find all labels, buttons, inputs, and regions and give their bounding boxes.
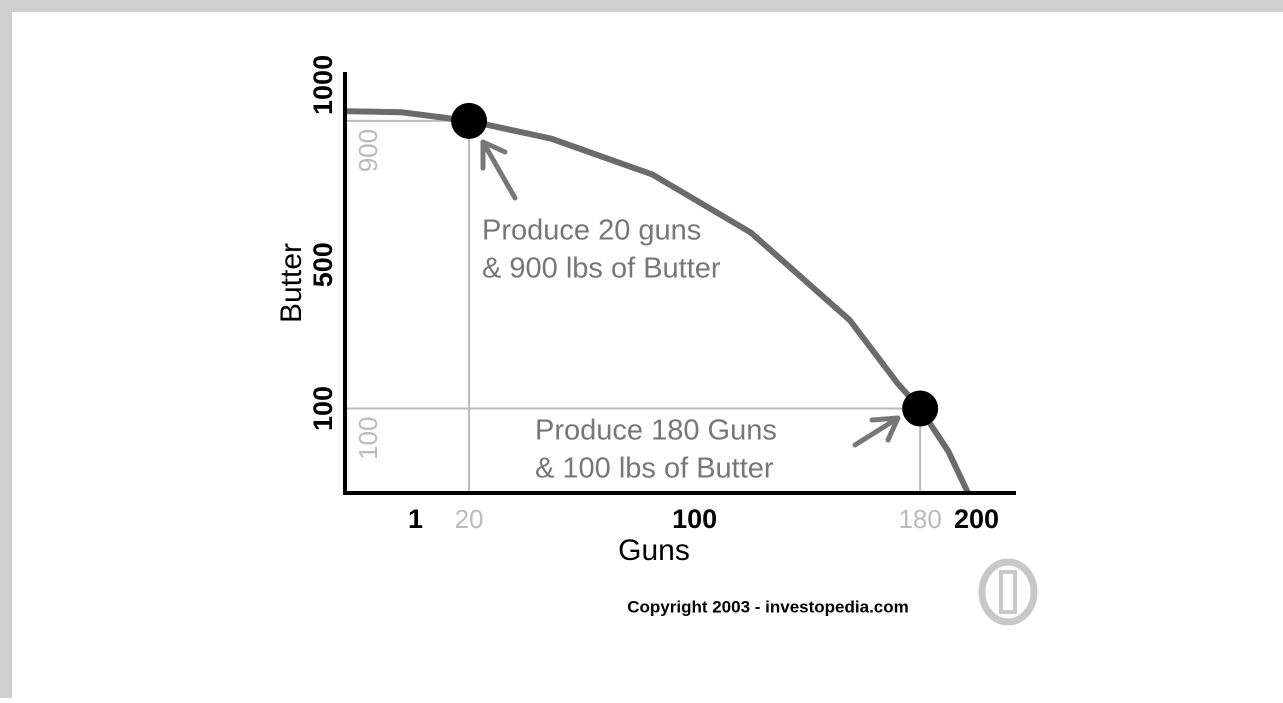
y-tick-label: 1000 <box>308 55 338 115</box>
annotation: & 100 lbs of Butter <box>535 453 774 485</box>
guide-y-label: 100 <box>353 417 383 460</box>
annotation: Produce 20 guns <box>482 215 701 247</box>
logo <box>978 558 1038 626</box>
x-axis-label: Guns <box>618 534 690 567</box>
guide-y-label: 900 <box>353 129 383 172</box>
frame-top <box>0 0 1283 12</box>
y-axis-label: Butter <box>275 243 308 323</box>
copyright: Copyright 2003 - investopedia.com <box>627 597 909 616</box>
x-tick-label: 200 <box>954 504 999 534</box>
arrow <box>480 139 518 201</box>
y-tick-label: 500 <box>308 242 338 287</box>
point <box>451 102 488 139</box>
arrow <box>852 415 901 448</box>
guide-x-label: 180 <box>898 504 941 534</box>
arrows <box>480 139 901 448</box>
frame-left <box>0 0 12 698</box>
annotation: Produce 180 Guns <box>535 415 777 447</box>
guide-x-label: 20 <box>455 504 484 534</box>
y-tick-label: 100 <box>308 386 338 431</box>
point <box>902 390 939 427</box>
x-tick-label: 1 <box>408 504 423 534</box>
x-tick-label: 100 <box>672 504 717 534</box>
annotation: & 900 lbs of Butter <box>482 253 721 285</box>
